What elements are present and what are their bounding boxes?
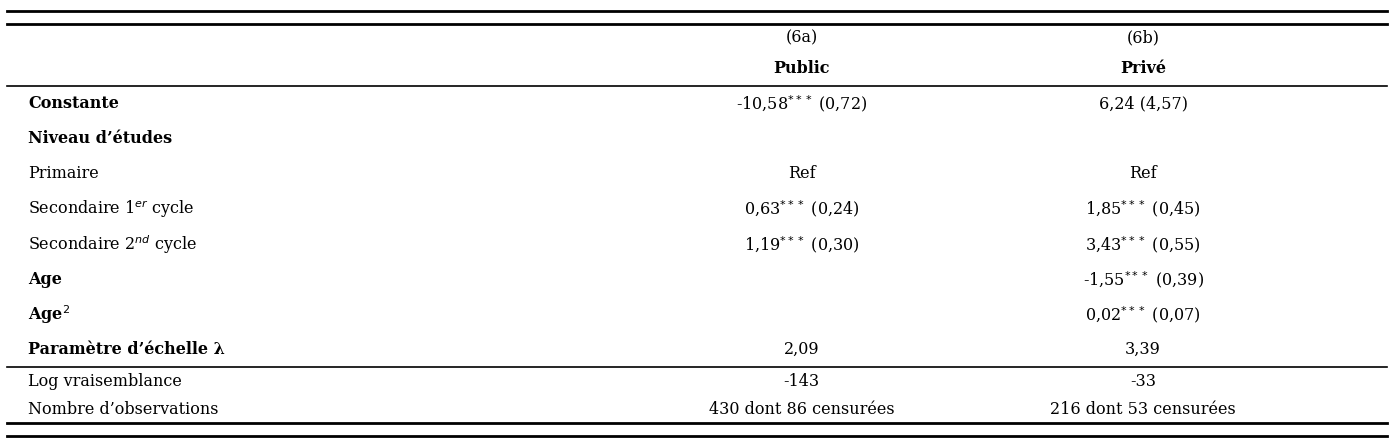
Text: (6b): (6b) [1126, 29, 1160, 46]
Text: Constante: Constante [28, 95, 118, 112]
Text: 216 dont 53 censurées: 216 dont 53 censurées [1050, 401, 1236, 418]
Text: Niveau d’études: Niveau d’études [28, 130, 171, 147]
Text: (6a): (6a) [785, 29, 818, 46]
Text: 1,85$^{***}$ (0,45): 1,85$^{***}$ (0,45) [1085, 198, 1202, 220]
Text: Ref: Ref [788, 165, 815, 182]
Text: 3,39: 3,39 [1125, 341, 1161, 358]
Text: 3,43$^{***}$ (0,55): 3,43$^{***}$ (0,55) [1085, 234, 1202, 255]
Text: Primaire: Primaire [28, 165, 99, 182]
Text: Secondaire 1$^{er}$ cycle: Secondaire 1$^{er}$ cycle [28, 198, 194, 220]
Text: -143: -143 [783, 373, 820, 390]
Text: -1,55$^{***}$ (0,39): -1,55$^{***}$ (0,39) [1083, 269, 1203, 290]
Text: Privé: Privé [1121, 60, 1165, 77]
Text: Age: Age [28, 271, 61, 288]
Text: -33: -33 [1131, 373, 1156, 390]
Text: 6,24 (4,57): 6,24 (4,57) [1098, 95, 1188, 112]
Text: 0,02$^{***}$ (0,07): 0,02$^{***}$ (0,07) [1085, 304, 1202, 325]
Text: -10,58$^{***}$ (0,72): -10,58$^{***}$ (0,72) [736, 93, 867, 114]
Text: Ref: Ref [1129, 165, 1157, 182]
Text: 1,19$^{***}$ (0,30): 1,19$^{***}$ (0,30) [743, 234, 860, 255]
Text: 2,09: 2,09 [783, 341, 820, 358]
Text: 0,63$^{***}$ (0,24): 0,63$^{***}$ (0,24) [743, 198, 860, 220]
Text: Paramètre d’échelle λ: Paramètre d’échelle λ [28, 341, 224, 358]
Text: Age$^{2}$: Age$^{2}$ [28, 303, 70, 326]
Text: Nombre d’observations: Nombre d’observations [28, 401, 219, 418]
Text: Public: Public [774, 60, 829, 77]
Text: Secondaire 2$^{nd}$ cycle: Secondaire 2$^{nd}$ cycle [28, 233, 197, 256]
Text: Log vraisemblance: Log vraisemblance [28, 373, 181, 390]
Text: 430 dont 86 censurées: 430 dont 86 censurées [708, 401, 895, 418]
